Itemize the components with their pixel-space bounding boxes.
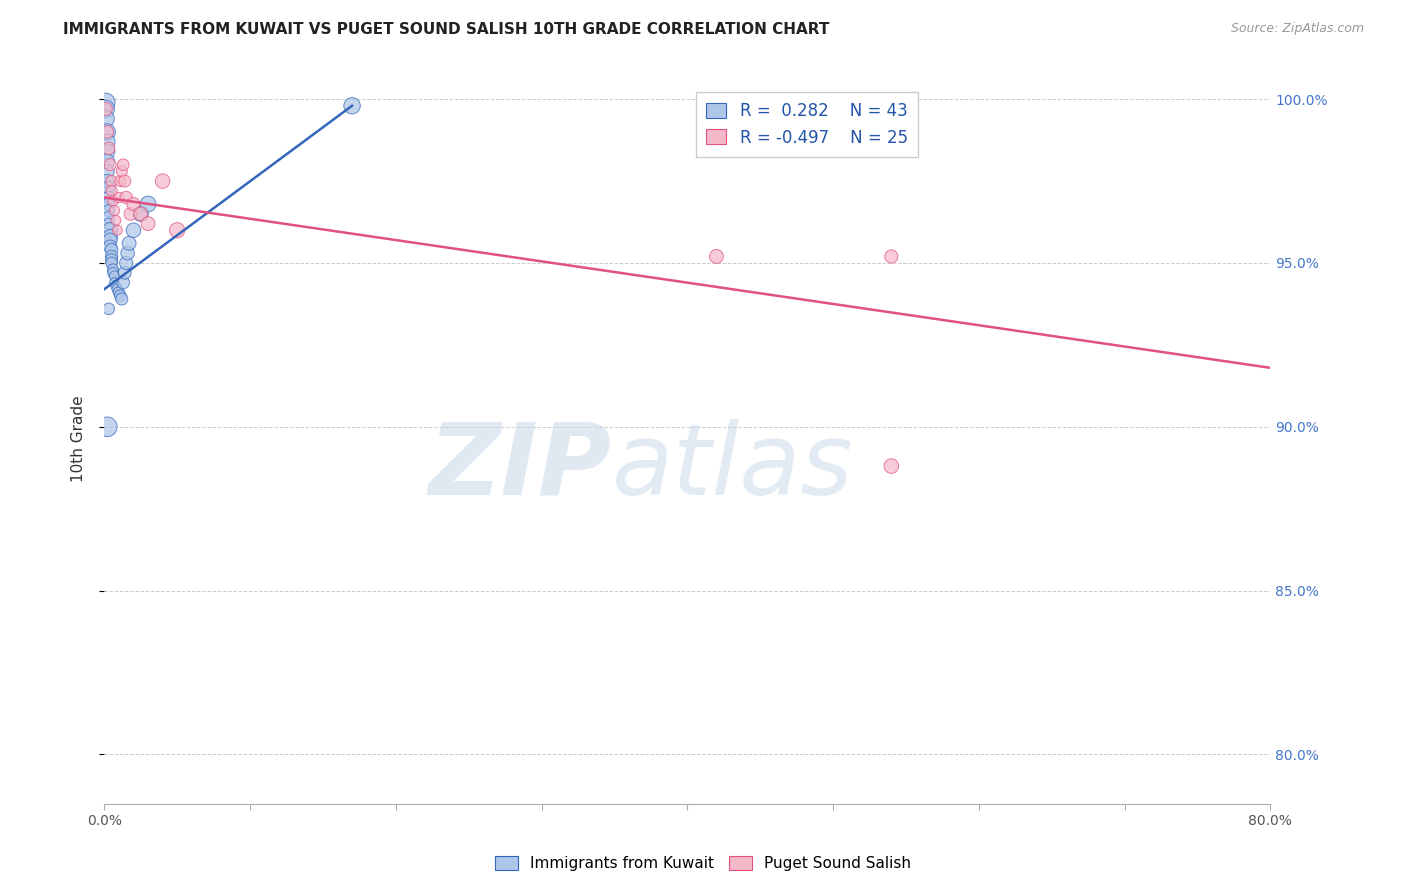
- Point: [94, 95, 117, 110]
- Point: [115, 256, 138, 270]
- Y-axis label: 10th Grade: 10th Grade: [72, 395, 86, 482]
- Point: [152, 174, 174, 188]
- Point: [94, 112, 117, 126]
- Point: [122, 223, 145, 237]
- Point: [97, 197, 120, 211]
- Text: atlas: atlas: [612, 419, 853, 516]
- Point: [880, 249, 903, 263]
- Point: [96, 135, 118, 149]
- Point: [104, 279, 127, 293]
- Point: [98, 233, 121, 247]
- Point: [97, 180, 120, 194]
- Point: [107, 282, 129, 296]
- Point: [101, 266, 124, 280]
- Point: [104, 213, 127, 227]
- Point: [129, 207, 152, 221]
- Point: [118, 236, 141, 251]
- Point: [115, 190, 138, 204]
- Point: [97, 217, 120, 231]
- Point: [97, 190, 120, 204]
- Point: [103, 269, 125, 284]
- Point: [97, 210, 120, 224]
- Point: [97, 301, 120, 316]
- Point: [100, 243, 122, 257]
- Point: [112, 158, 135, 172]
- Point: [96, 154, 118, 169]
- Point: [98, 223, 121, 237]
- Text: Source: ZipAtlas.com: Source: ZipAtlas.com: [1230, 22, 1364, 36]
- Point: [122, 197, 145, 211]
- Point: [100, 249, 122, 263]
- Point: [96, 164, 118, 178]
- Point: [100, 256, 122, 270]
- Point: [120, 207, 142, 221]
- Point: [107, 223, 129, 237]
- Point: [111, 292, 134, 306]
- Point: [94, 102, 117, 116]
- Legend: R =  0.282    N = 43, R = -0.497    N = 25: R = 0.282 N = 43, R = -0.497 N = 25: [696, 92, 918, 157]
- Point: [96, 145, 118, 159]
- Point: [100, 252, 122, 267]
- Point: [108, 285, 131, 300]
- Point: [111, 164, 134, 178]
- Point: [103, 276, 125, 290]
- Point: [101, 262, 124, 277]
- Point: [136, 217, 159, 231]
- Point: [98, 158, 121, 172]
- Point: [96, 125, 118, 139]
- Legend: Immigrants from Kuwait, Puget Sound Salish: Immigrants from Kuwait, Puget Sound Sali…: [489, 850, 917, 877]
- Point: [340, 99, 363, 113]
- Point: [96, 125, 118, 139]
- Point: [97, 141, 120, 155]
- Point: [108, 190, 131, 204]
- Point: [114, 174, 136, 188]
- Point: [96, 419, 118, 434]
- Point: [98, 239, 121, 253]
- Point: [101, 194, 124, 208]
- Point: [114, 266, 136, 280]
- Point: [100, 174, 122, 188]
- Point: [129, 207, 152, 221]
- Point: [98, 229, 121, 244]
- Point: [97, 203, 120, 218]
- Point: [96, 174, 118, 188]
- Text: ZIP: ZIP: [429, 419, 612, 516]
- Point: [166, 223, 188, 237]
- Point: [880, 459, 903, 474]
- Text: IMMIGRANTS FROM KUWAIT VS PUGET SOUND SALISH 10TH GRADE CORRELATION CHART: IMMIGRANTS FROM KUWAIT VS PUGET SOUND SA…: [63, 22, 830, 37]
- Point: [112, 276, 135, 290]
- Point: [94, 102, 117, 116]
- Point: [110, 174, 132, 188]
- Point: [110, 289, 132, 303]
- Point: [136, 197, 159, 211]
- Point: [706, 249, 728, 263]
- Point: [103, 203, 125, 218]
- Point: [100, 184, 122, 198]
- Point: [117, 246, 139, 260]
